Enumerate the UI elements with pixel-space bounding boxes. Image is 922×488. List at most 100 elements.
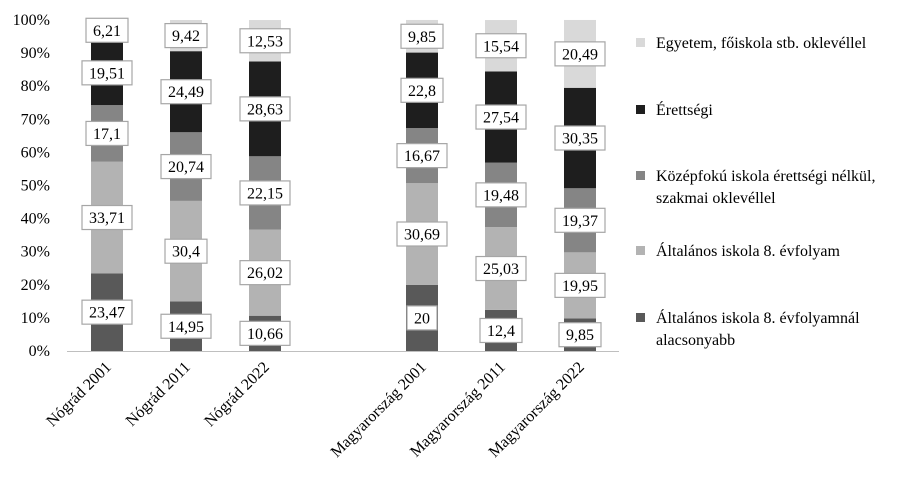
data-label-text: 19,95: [562, 278, 598, 295]
legend-item: Egyetem, főiskola stb. oklevéllel: [636, 35, 867, 52]
data-label-box: [160, 79, 212, 105]
data-label: 14,95: [160, 313, 212, 339]
data-label-box: [479, 317, 523, 344]
data-label: 30,69: [396, 221, 448, 247]
data-label-box: [160, 153, 212, 180]
data-label: 22,15: [239, 180, 291, 206]
data-label-text: 14,95: [168, 319, 204, 336]
data-label-text: 26,02: [247, 265, 283, 282]
data-label: 19,37: [554, 207, 606, 233]
x-category-label: Nógrád 2022: [201, 359, 272, 430]
legend-label: Középfokú iskola érettségi nélkül,: [656, 168, 876, 185]
legend-label: Általános iskola 8. évfolyamnál: [656, 308, 860, 327]
data-label-box: [239, 260, 291, 286]
data-label: 20,49: [554, 41, 606, 67]
data-label-text: 30,69: [404, 227, 440, 244]
data-label-text: 12,53: [247, 33, 283, 50]
data-label-box: [239, 180, 291, 206]
data-label-box: [406, 305, 438, 331]
data-label-text: 20,74: [168, 159, 204, 176]
legend: Egyetem, főiskola stb. oklevéllel Érettsé…: [636, 35, 876, 349]
data-label-box: [475, 255, 527, 282]
data-label-text: 6,21: [93, 23, 121, 40]
data-label-text: 17,1: [93, 126, 121, 143]
data-label-text: 20: [414, 310, 430, 327]
y-tick-label: 30%: [21, 244, 50, 261]
y-tick-label: 80%: [21, 78, 50, 95]
data-label-box: [164, 22, 208, 49]
data-label-text: 16,67: [404, 148, 440, 165]
data-label-box: [239, 28, 291, 54]
data-label: 19,48: [475, 182, 527, 208]
legend-label-line2: alacsonyabb: [656, 332, 735, 349]
data-label-box: [239, 320, 291, 346]
legend-swatch: [636, 246, 645, 255]
data-label-box: [160, 313, 212, 339]
data-label: 12,53: [239, 28, 291, 54]
data-label-box: [554, 125, 606, 151]
data-label-text: 30,35: [562, 131, 598, 148]
data-label: 23,47: [81, 299, 133, 325]
data-label-text: 25,03: [483, 261, 519, 278]
data-label: 6,21: [85, 17, 129, 43]
data-label-text: 30,4: [172, 244, 200, 261]
data-label: 27,54: [475, 104, 527, 130]
data-label-text: 19,48: [483, 187, 519, 204]
legend-item: Általános iskola 8. évfolyam: [636, 241, 841, 260]
data-label: 15,54: [475, 33, 527, 59]
data-label: 17,1: [85, 120, 129, 147]
legend-label: Egyetem, főiskola stb. oklevéllel: [656, 35, 867, 52]
data-label: 30,4: [164, 238, 208, 264]
data-label-text: 10,66: [247, 326, 283, 343]
y-tick-label: 20%: [21, 277, 50, 294]
data-label-box: [554, 41, 606, 67]
legend-swatch: [636, 38, 645, 47]
data-label-box: [81, 60, 133, 86]
y-tick-label: 10%: [21, 310, 50, 327]
data-label-box: [475, 182, 527, 208]
data-label: 20,74: [160, 153, 212, 180]
x-axis: Nógrád 2001 Nógrád 2011 Nógrád 2022 Magyaro…: [43, 351, 619, 461]
data-label: 9,85: [400, 23, 444, 49]
data-label-text: 27,54: [483, 110, 519, 127]
data-label-text: 9,85: [566, 327, 594, 344]
data-label-text: 22,15: [247, 185, 283, 202]
data-label-box: [396, 143, 448, 169]
data-label-box: [396, 221, 448, 247]
data-labels: 23,47 33,71 17,1 19,51 6,21 14,95 30,4 20,74 24,…: [81, 17, 606, 348]
data-label: 28,63: [239, 96, 291, 122]
data-label-text: 24,49: [168, 84, 204, 101]
data-label-text: 9,42: [172, 28, 200, 45]
data-label: 16,67: [396, 143, 448, 169]
data-label: 20: [406, 305, 438, 331]
data-label-text: 22,8: [408, 83, 436, 100]
data-label-box: [81, 204, 133, 231]
data-label-box: [475, 104, 527, 130]
y-tick-label: 0%: [29, 343, 50, 360]
legend-label: Általános iskola 8. évfolyam: [656, 241, 841, 260]
legend-swatch: [636, 105, 645, 114]
data-label: 25,03: [475, 255, 527, 282]
legend-item: Középfokú iskola érettségi nélkül, szakma…: [636, 168, 876, 207]
y-axis: 0% 10% 20% 30% 40% 50% 60% 70% 80% 90% 100%: [13, 12, 50, 360]
legend-item: Érettségi: [636, 100, 713, 119]
data-label-text: 33,71: [89, 210, 125, 227]
y-tick-label: 70%: [21, 111, 50, 128]
y-tick-label: 50%: [21, 178, 50, 195]
y-tick-label: 60%: [21, 144, 50, 161]
data-label-box: [475, 33, 527, 59]
data-label-box: [239, 96, 291, 122]
legend-label-line2: szakmai oklevéllel: [656, 190, 776, 207]
data-label: 22,8: [400, 77, 444, 103]
data-label: 9,42: [164, 22, 208, 49]
data-label-text: 20,49: [562, 46, 598, 63]
y-tick-label: 100%: [13, 12, 50, 29]
y-tick-label: 90%: [21, 45, 50, 62]
data-label: 12,4: [479, 317, 523, 344]
data-label-box: [558, 322, 602, 348]
data-label-text: 19,51: [89, 65, 125, 82]
data-label-box: [400, 77, 444, 103]
y-tick-label: 40%: [21, 211, 50, 228]
